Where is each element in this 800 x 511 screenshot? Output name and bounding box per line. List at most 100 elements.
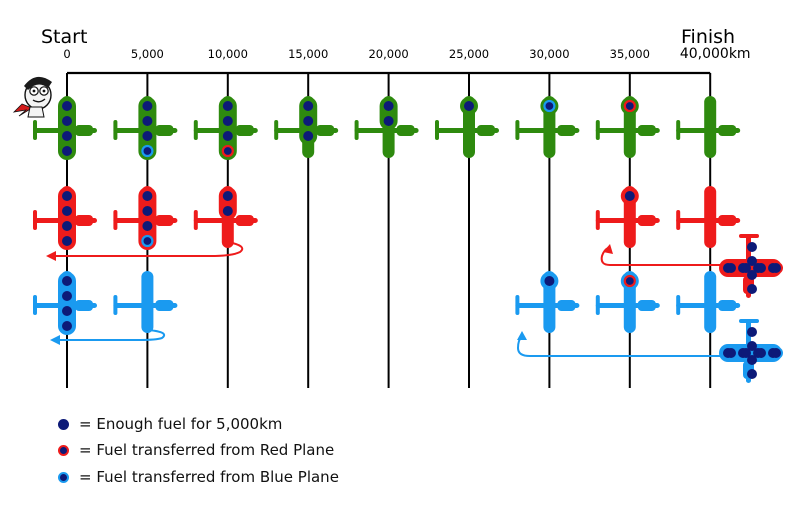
plane-engine (75, 125, 93, 136)
fuel-unit (747, 270, 757, 280)
plane-tail (515, 295, 520, 315)
plane-fuselage (704, 186, 717, 248)
fuel-unit (464, 101, 474, 111)
fuel-unit-from-red (623, 99, 636, 113)
fuel-unit (747, 355, 757, 365)
plane-fuel-tank (58, 272, 76, 335)
fuel-unit-icon (58, 418, 69, 430)
plane-tail (676, 295, 681, 315)
blue-plane-0 (33, 271, 97, 335)
green-plane-20000 (354, 96, 419, 158)
red-return-arrow-left-head (46, 251, 56, 261)
fuel-unit (303, 131, 314, 141)
tick-label: 25,000 (449, 47, 489, 61)
fuel-unit (726, 263, 736, 273)
fuel-unit (62, 191, 72, 201)
plane-engine (557, 300, 576, 311)
plane-engine (396, 125, 415, 136)
fuel-unit (142, 191, 153, 201)
plane-tail (113, 120, 118, 140)
green-plane-5000 (113, 96, 178, 160)
plane-fuselage (704, 271, 717, 333)
fuel-unit (747, 369, 757, 379)
plane-rows (33, 96, 783, 383)
fuel-unit (62, 101, 72, 111)
plane-fuselage (704, 96, 717, 158)
blue-plane-35000 (595, 271, 660, 333)
fuel-unit (222, 191, 233, 201)
fuel-unit (771, 348, 781, 358)
plane-engine (637, 125, 656, 136)
fuel-unit (544, 276, 555, 286)
fuel-unit-from-blue (141, 234, 154, 248)
blue-plane-5000 (113, 271, 178, 333)
legend-text-blue-transfer: = Fuel transferred from Blue Plane (79, 468, 339, 486)
fuel-unit (142, 101, 153, 111)
plane-engine (557, 125, 576, 136)
fuel-unit (222, 206, 233, 216)
return-arrows (46, 241, 730, 357)
plane-tail (595, 295, 600, 315)
plane-engine (718, 125, 737, 136)
fuel-unit (303, 116, 314, 126)
plane-tail (595, 120, 600, 140)
fuel-unit (756, 348, 766, 358)
red-transfer-fuel-icon (58, 444, 69, 456)
blue-return-arrow-left-head (50, 335, 60, 345)
plane-engine (75, 300, 93, 311)
green-plane-40000 (676, 96, 741, 158)
legend-item-blue-transfer: = Fuel transferred from Blue Plane (58, 466, 339, 488)
fuel-unit-from-red (623, 274, 636, 288)
fuel-unit (747, 327, 757, 337)
blue-return-arrow-left (60, 329, 166, 341)
plane-engine (235, 215, 254, 226)
plane-fuel-tank (58, 97, 76, 160)
green-plane-25000 (435, 96, 499, 158)
fuel-unit (62, 206, 72, 216)
fuel-unit (741, 263, 751, 273)
pilot-mascot-icon (12, 76, 52, 118)
legend-text-enough-fuel: = Enough fuel for 5,000km (79, 415, 283, 433)
fuel-unit (62, 131, 72, 141)
green-plane-10000 (193, 96, 258, 160)
finish-label: Finish (681, 26, 736, 48)
fuel-unit-from-red (221, 144, 234, 158)
fuel-unit (222, 131, 233, 141)
plane-fuel-tank (138, 97, 157, 160)
fuel-unit (62, 291, 72, 301)
plane-tail (33, 210, 37, 230)
blue-return-arrow-right-head (517, 331, 527, 340)
fuel-unit (771, 263, 781, 273)
red-return-arrow-right-head (603, 244, 613, 254)
fuel-unit (62, 276, 72, 286)
fuel-unit (142, 206, 153, 216)
legend-text-red-transfer: = Fuel transferred from Red Plane (79, 441, 335, 459)
blue-plane-40000 (676, 271, 741, 333)
red-return-arrow-left (56, 241, 244, 257)
fuel-unit (62, 221, 72, 231)
plane-tail (113, 295, 118, 315)
plane-tail (739, 319, 759, 323)
fuel-unit (222, 116, 233, 126)
red-plane-40000 (676, 186, 741, 248)
fuel-unit (747, 256, 757, 266)
fuel-unit (383, 116, 394, 126)
plane-tail (274, 120, 279, 140)
legend-item-enough-fuel: = Enough fuel for 5,000km (58, 413, 282, 435)
fuel-unit (142, 221, 153, 231)
tick-label: 15,000 (288, 47, 328, 61)
fuel-unit (62, 236, 72, 246)
plane-fuel-tank (58, 187, 76, 250)
red-plane-10000 (193, 186, 258, 248)
plane-engine (75, 215, 93, 226)
start-label: Start (41, 26, 88, 48)
plane-fuselage (141, 271, 154, 333)
fuel-unit (303, 101, 314, 111)
plane-engine (155, 125, 174, 136)
plane-tail (515, 120, 520, 140)
fuel-unit (747, 341, 757, 351)
tick-label: 5,000 (131, 47, 164, 61)
plane-fuel-tank (218, 97, 237, 160)
blue-transfer-fuel-icon (58, 471, 69, 483)
